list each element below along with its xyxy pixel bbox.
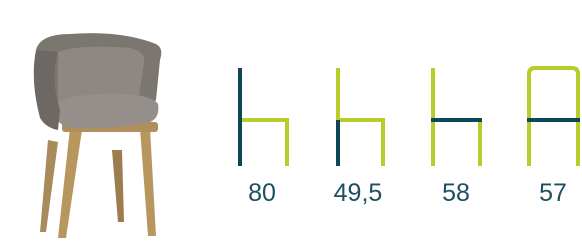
dimension-label: 57 <box>539 179 567 207</box>
dimension-label: 49,5 <box>334 179 383 207</box>
height-icon <box>240 68 287 166</box>
width-icon <box>431 68 482 166</box>
chair-image <box>34 33 162 238</box>
seat-height-icon <box>338 68 383 166</box>
dimension-label: 80 <box>248 179 276 207</box>
dimension-label: 58 <box>442 179 470 207</box>
depth-icon <box>527 68 580 166</box>
spec-sheet: 80 49,5 58 57 <box>0 0 582 244</box>
